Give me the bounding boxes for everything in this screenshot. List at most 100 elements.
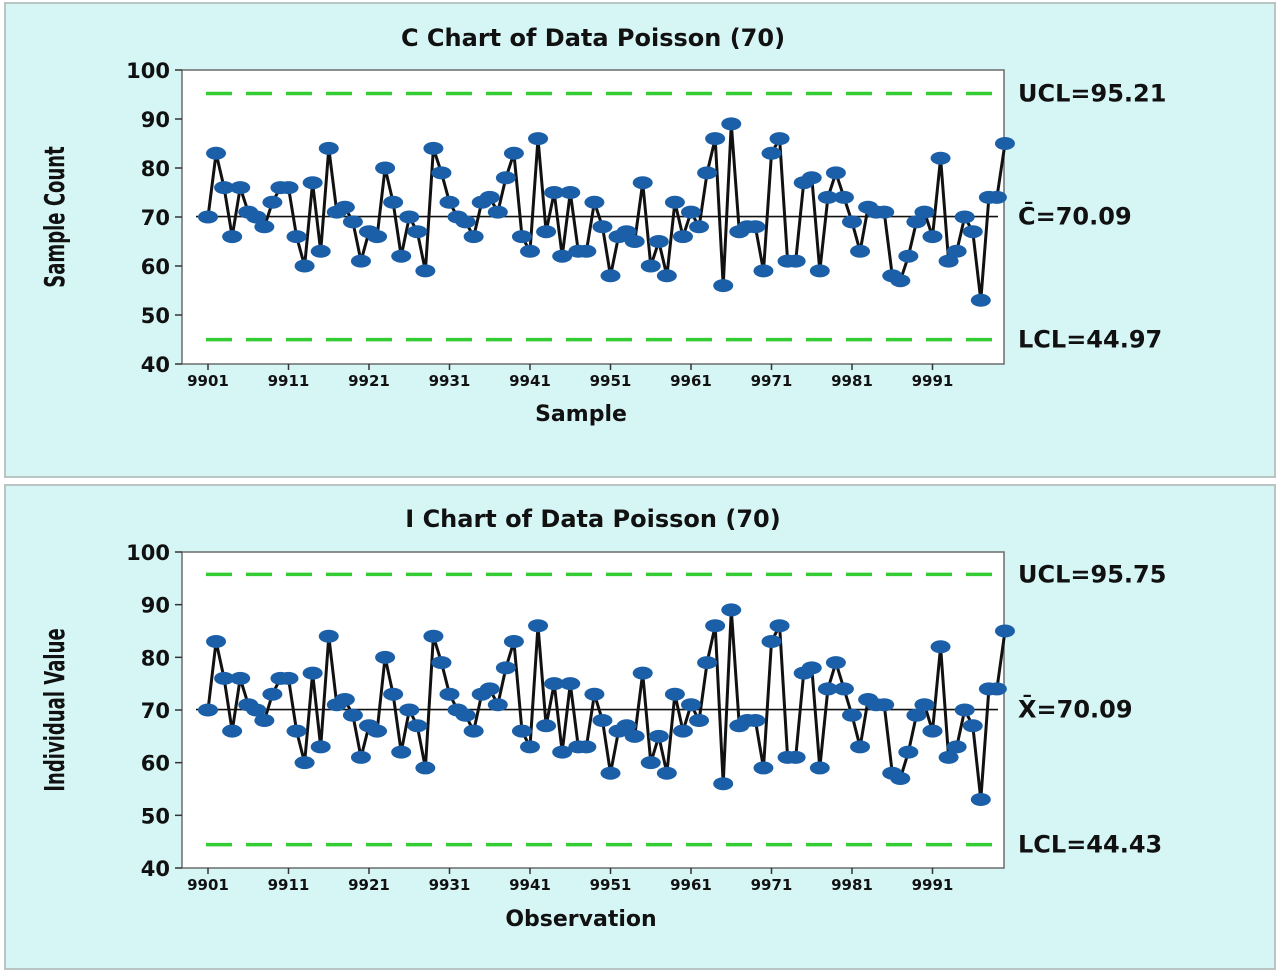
chart-title: C Chart of Data Poisson (70)	[401, 24, 785, 52]
data-point	[672, 724, 693, 738]
chart-title: I Chart of Data Poisson (70)	[405, 505, 780, 533]
x-tick-label: 9951	[590, 372, 632, 390]
data-point	[544, 186, 565, 199]
y-tick-label: 80	[141, 646, 170, 670]
data-point	[632, 176, 653, 190]
data-point	[334, 200, 355, 214]
data-point	[503, 146, 524, 160]
x-tick-label: 9911	[268, 372, 310, 390]
y-tick-label: 50	[141, 804, 170, 828]
data-point	[479, 682, 500, 696]
data-point	[833, 190, 854, 204]
x-tick-label: 9901	[187, 372, 229, 390]
data-point	[842, 708, 862, 722]
data-point	[576, 244, 597, 258]
data-point	[198, 210, 218, 224]
y-tick-label: 90	[141, 108, 170, 132]
data-point	[986, 682, 1007, 696]
data-point	[874, 698, 895, 712]
data-point	[318, 141, 339, 155]
data-point	[367, 724, 388, 738]
data-point	[439, 687, 460, 701]
data-point	[648, 235, 669, 248]
y-tick-label: 80	[141, 157, 170, 181]
data-point	[206, 635, 227, 649]
data-point	[511, 230, 532, 244]
data-point	[407, 719, 428, 733]
data-point	[914, 698, 935, 712]
data-point	[407, 225, 428, 239]
center-label: C̄=70.09	[1018, 200, 1132, 230]
data-point	[399, 703, 420, 717]
data-point	[664, 687, 685, 701]
data-point	[214, 671, 235, 685]
data-point	[697, 656, 718, 670]
data-point	[664, 195, 685, 209]
data-point	[520, 244, 540, 258]
data-point	[463, 230, 484, 244]
data-point	[785, 750, 806, 764]
data-point	[254, 220, 275, 234]
data-point	[399, 210, 420, 224]
data-point	[536, 225, 557, 239]
data-point	[938, 750, 959, 764]
data-point	[294, 756, 315, 770]
data-point	[375, 650, 396, 664]
data-point	[439, 195, 460, 209]
data-point	[415, 761, 436, 775]
data-point	[833, 682, 854, 696]
data-point	[721, 603, 742, 617]
y-tick-label: 90	[141, 594, 170, 618]
center-label: X̄=70.09	[1018, 693, 1133, 723]
data-point	[310, 244, 331, 258]
data-point	[310, 740, 331, 754]
data-point	[246, 703, 267, 717]
data-point	[962, 225, 983, 239]
data-point	[785, 254, 806, 268]
data-point	[536, 719, 557, 733]
data-point	[463, 724, 484, 738]
data-point	[753, 264, 774, 278]
data-point	[906, 708, 927, 722]
data-point	[495, 171, 516, 185]
lcl-label: LCL=44.43	[1018, 831, 1162, 859]
data-point	[697, 166, 718, 180]
data-point	[954, 703, 975, 717]
data-point	[600, 766, 621, 780]
ucl-label: UCL=95.21	[1018, 79, 1166, 107]
data-point	[994, 137, 1015, 150]
data-point	[286, 230, 307, 244]
data-point	[294, 259, 315, 273]
i-chart-svg: I Chart of Data Poisson (70) 40 50 60 70 80 90…	[39, 505, 1166, 932]
data-point	[938, 254, 959, 268]
x-tick-label: 9961	[670, 372, 712, 390]
x-axis-label: Sample	[535, 402, 627, 427]
data-point	[576, 740, 597, 754]
data-point	[230, 181, 251, 195]
data-point	[198, 703, 218, 717]
data-point	[648, 729, 669, 743]
data-point	[850, 244, 871, 258]
data-point	[383, 195, 404, 209]
data-point	[214, 181, 235, 195]
data-point	[689, 220, 710, 234]
data-point	[809, 761, 830, 775]
x-tick-label: 9921	[348, 372, 390, 390]
data-point	[946, 740, 967, 754]
y-tick-label: 50	[141, 304, 170, 328]
data-point	[890, 274, 911, 288]
x-tick-label: 9991	[912, 876, 954, 894]
data-point	[914, 205, 935, 219]
data-point	[930, 151, 951, 165]
data-point	[640, 259, 661, 273]
data-point	[479, 190, 500, 204]
data-point	[431, 166, 452, 180]
c-chart-panel: C Chart of Data Poisson (70) 40 50 60 70 80 90…	[4, 2, 1276, 478]
data-point	[946, 244, 967, 258]
data-point	[375, 161, 396, 175]
data-point	[753, 761, 774, 775]
data-point	[262, 687, 283, 701]
y-axis-label: Sample Count	[39, 146, 71, 287]
data-point	[487, 205, 508, 219]
data-point	[528, 132, 549, 146]
